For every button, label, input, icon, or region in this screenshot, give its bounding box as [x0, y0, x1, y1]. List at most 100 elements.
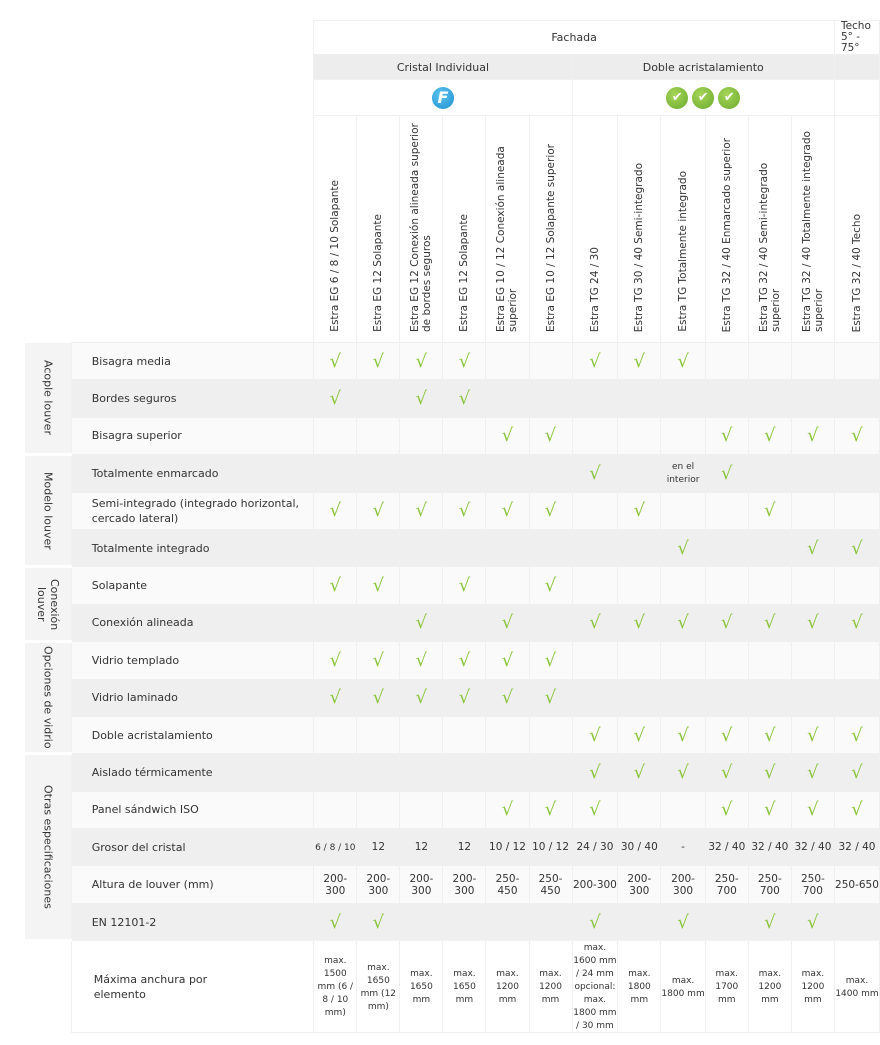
check-icon: √: [851, 724, 863, 746]
check-icon: √: [329, 500, 342, 522]
check-icon: √: [764, 612, 776, 634]
cell-check: √: [747, 416, 792, 456]
cell: [485, 528, 530, 568]
cell-check: √: [485, 790, 530, 830]
cell: [356, 753, 401, 792]
table-row: EN 12101-2 √ √ √ √ √ √: [25, 902, 880, 942]
table-row: Semi-integrado (integrado horizontal, ce…: [25, 491, 880, 530]
cell: [399, 902, 444, 942]
table-row: Totalmente integrado √ √ √: [25, 528, 880, 568]
check-icon: √: [501, 649, 514, 671]
check-icon: √: [544, 575, 557, 597]
check-icon: √: [415, 649, 428, 671]
table-row: Otras especificaciones Aislado térmicamen…: [25, 753, 880, 943]
cell-value: 200-300: [671, 872, 695, 897]
cell: 200-300: [571, 865, 619, 904]
cell: 250-700: [747, 865, 792, 904]
cell: -: [660, 828, 706, 867]
cell: [485, 379, 530, 418]
cell: max. 1800 mm: [660, 940, 706, 1034]
product-header: Estra TG Totalmente integrado: [660, 115, 706, 343]
check-icon: √: [677, 724, 689, 746]
cell-check: √: [571, 902, 619, 942]
cell-value: max. 1600 mm / 24 mm opcional: max. 1800…: [573, 943, 617, 1032]
cell: [399, 715, 444, 755]
cell: [485, 715, 530, 755]
cell-value: max. 1700 mm: [715, 969, 739, 1006]
cell: max. 1200 mm: [528, 940, 573, 1034]
cell: [833, 678, 880, 717]
cell: [485, 566, 530, 605]
product-name: Estra EG 10 / 12 Solapante superior: [544, 143, 557, 332]
green-check-badge-icon: ✔: [692, 86, 715, 109]
cell-value: max. 1200 mm: [801, 969, 825, 1006]
cell: [356, 790, 401, 830]
cell: max. 1800 mm: [617, 940, 662, 1034]
cell: [399, 790, 444, 830]
check-icon: √: [372, 350, 385, 372]
empty-group-cell: [25, 940, 72, 1033]
cell: [356, 528, 401, 568]
cell-value: 250-650: [835, 878, 879, 891]
techo-icon-empty: [833, 79, 880, 116]
product-name: Estra TG 32 / 40 Semi-integrado superior: [757, 162, 782, 332]
cell-check: √: [313, 566, 358, 605]
product-comparison-table: Fachada Techo 5° - 75° Cristal Individua…: [25, 20, 880, 1034]
cell: [442, 790, 487, 830]
check-icon: √: [677, 612, 689, 634]
cell: [617, 416, 662, 456]
product-header: Estra TG 32 / 40 Techo: [833, 115, 880, 343]
cell-check: √: [660, 902, 706, 942]
cell-value: 10 / 12: [489, 841, 526, 854]
cell-check: √: [442, 491, 487, 530]
header-techo-empty: [833, 54, 880, 80]
cell: [747, 641, 792, 680]
cell: [442, 902, 487, 942]
cell-check: √: [747, 753, 792, 792]
cell-value: max. 1400 mm: [835, 975, 879, 999]
check-icon: √: [633, 724, 646, 746]
check-icon: √: [372, 687, 385, 709]
cell: 30 / 40: [617, 828, 662, 867]
cell: [747, 341, 792, 381]
cell: [571, 528, 619, 568]
cell-check: √: [528, 416, 573, 456]
check-icon: √: [544, 649, 557, 671]
check-icon: √: [329, 649, 342, 671]
green-check-badge-icon: ✔: [666, 86, 689, 109]
row-label: Totalmente integrado: [70, 528, 315, 568]
cell: [485, 454, 530, 493]
table-row: Conexión louver Solapante √ √ √ √: [25, 566, 880, 644]
check-icon: √: [329, 350, 342, 372]
cell-value: max. 1200 mm: [496, 969, 519, 1006]
cell-value: max. 1500 mm (6 / 8 / 10 mm): [317, 956, 354, 1019]
cell: [704, 678, 749, 717]
cell: [747, 454, 792, 493]
table-row: Altura de louver (mm) 200-300 200-300 200-3…: [25, 865, 880, 904]
cell: [356, 454, 401, 493]
check-icon: √: [677, 911, 689, 933]
cell: [399, 753, 444, 792]
cell: 24 / 30: [571, 828, 619, 867]
cell-check: √: [442, 678, 487, 717]
cell: [660, 678, 706, 717]
cell-value: max. 1200 mm: [539, 969, 562, 1006]
cell-check: √: [313, 341, 358, 381]
cell: [747, 566, 792, 605]
cell-check: √: [442, 641, 487, 680]
check-icon: √: [807, 612, 819, 634]
cell: [528, 715, 573, 755]
cell: [528, 528, 573, 568]
cell: 200-300: [660, 865, 706, 904]
cell-check: √: [485, 678, 530, 717]
cell: [617, 566, 662, 605]
row-label: Máxima anchura por elemento: [70, 940, 315, 1034]
cell-check: √: [356, 641, 401, 680]
cell-check: √: [485, 416, 530, 456]
cell-value: 250-700: [714, 872, 739, 897]
check-icon: √: [501, 799, 514, 821]
cell-check: √: [528, 678, 573, 717]
cell: [528, 379, 573, 418]
cell-value: 200-300: [409, 872, 434, 897]
cell-check: √: [485, 603, 530, 643]
